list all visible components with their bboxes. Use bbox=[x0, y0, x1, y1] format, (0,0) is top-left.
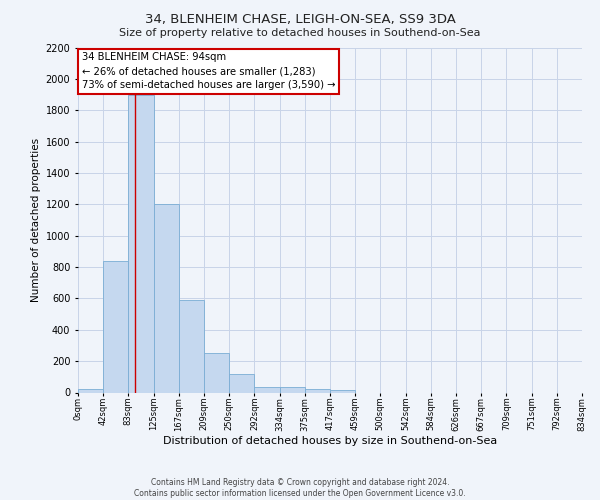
Bar bbox=[229, 374, 254, 392]
Bar bbox=[280, 387, 305, 392]
Y-axis label: Number of detached properties: Number of detached properties bbox=[31, 138, 41, 302]
Text: 34 BLENHEIM CHASE: 94sqm
← 26% of detached houses are smaller (1,283)
73% of sem: 34 BLENHEIM CHASE: 94sqm ← 26% of detach… bbox=[82, 52, 335, 90]
Text: Size of property relative to detached houses in Southend-on-Sea: Size of property relative to detached ho… bbox=[119, 28, 481, 38]
Bar bbox=[179, 300, 205, 392]
X-axis label: Distribution of detached houses by size in Southend-on-Sea: Distribution of detached houses by size … bbox=[163, 436, 497, 446]
Bar bbox=[305, 388, 330, 392]
Bar bbox=[154, 204, 179, 392]
Bar bbox=[128, 94, 154, 393]
Bar bbox=[254, 387, 280, 392]
Bar bbox=[330, 390, 355, 392]
Bar bbox=[103, 261, 128, 392]
Bar bbox=[205, 354, 229, 393]
Bar bbox=[78, 390, 103, 392]
Text: Contains HM Land Registry data © Crown copyright and database right 2024.
Contai: Contains HM Land Registry data © Crown c… bbox=[134, 478, 466, 498]
Text: 34, BLENHEIM CHASE, LEIGH-ON-SEA, SS9 3DA: 34, BLENHEIM CHASE, LEIGH-ON-SEA, SS9 3D… bbox=[145, 12, 455, 26]
